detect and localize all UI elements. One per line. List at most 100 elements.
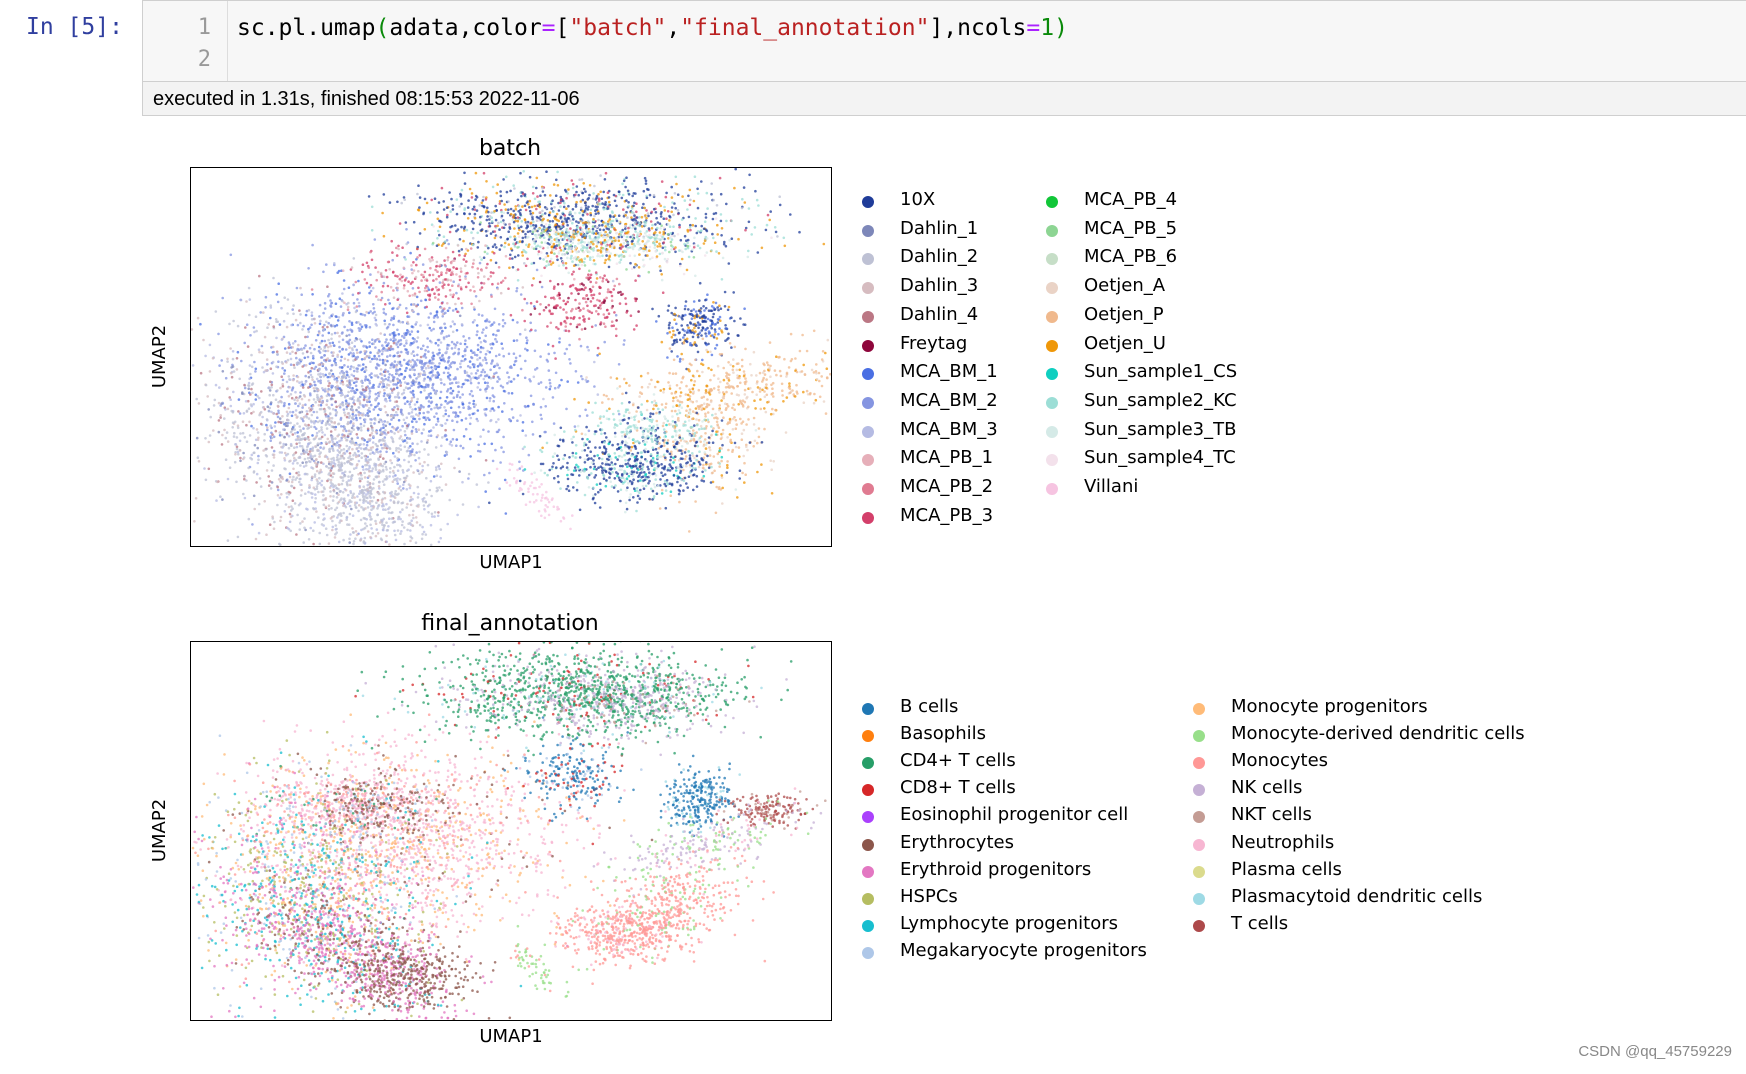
legend-label: MCA_PB_1 (900, 447, 994, 469)
legend-label: Oetjen_A (1084, 275, 1166, 297)
legend-label: Basophils (900, 723, 986, 745)
cell-cluster (715, 790, 827, 830)
legend-label: Villani (1084, 476, 1139, 497)
legend-marker (862, 784, 874, 797)
legend-marker (1193, 892, 1205, 905)
legend-marker (862, 310, 874, 323)
legend-marker (862, 703, 874, 715)
legend-label: Oetjen_P (1084, 303, 1164, 325)
legend-marker (1193, 784, 1205, 797)
cell-cluster (324, 923, 497, 1020)
cell-cluster (659, 754, 741, 838)
legend-label: Dahlin_1 (900, 217, 979, 239)
legend-label: Plasma cells (1231, 858, 1342, 880)
legend-marker (862, 396, 874, 409)
cell-cluster (623, 358, 795, 533)
legend-label: Lymphocyte progenitors (900, 912, 1119, 934)
code-cell-input[interactable]: 1 2 sc.pl.umap(adata,color=["batch","fin… (142, 0, 1746, 82)
legend-marker (862, 368, 874, 381)
legend-label: Eosinophil progenitor cell (900, 804, 1129, 826)
legend-label: Freytag (900, 332, 968, 354)
x-axis-label: UMAP1 (479, 552, 543, 573)
legend-marker (862, 892, 874, 905)
legend-label: MCA_PB_6 (1084, 246, 1178, 268)
legend-label: Dahlin_3 (900, 275, 979, 297)
legend-marker (1193, 865, 1205, 878)
cell-cluster (550, 900, 708, 967)
legend-marker (862, 224, 874, 237)
umap-scatter-final-annotation (191, 642, 827, 1020)
legend-label: Dahlin_2 (900, 246, 979, 268)
legend-label: B cells (900, 696, 959, 717)
legend-label: T cells (1231, 912, 1289, 934)
legend-label: Sun_sample4_TC (1084, 447, 1236, 469)
legend-marker (1046, 396, 1058, 409)
cell-cluster (303, 767, 473, 856)
legend-marker (862, 511, 874, 524)
code-token: [ (555, 15, 570, 41)
line-number: 2 (197, 47, 211, 72)
legend-label: NK cells (1231, 777, 1303, 799)
umap-scatter-batch (191, 168, 831, 546)
code-token: ],ncols (929, 15, 1027, 41)
cell-cluster (503, 716, 643, 846)
execution-info-bar: executed in 1.31s, finished 08:15:53 202… (142, 82, 1746, 116)
legend-marker (1193, 730, 1205, 743)
code-token: ( (375, 15, 390, 41)
umap-plot-final-annotation (190, 641, 832, 1021)
line-number-gutter: 1 2 (143, 1, 228, 81)
code-token: "batch" (569, 15, 667, 41)
legend-label: Sun_sample1_CS (1084, 361, 1238, 383)
legend-marker (862, 730, 874, 743)
legend-marker (1046, 282, 1058, 295)
legend-label: MCA_BM_2 (900, 389, 998, 411)
legend-marker (862, 838, 874, 851)
legend-marker (1046, 196, 1058, 208)
legend-label: Megakaryocyte progenitors (900, 939, 1147, 961)
legend-label: MCA_PB_2 (900, 476, 994, 497)
code-line[interactable]: sc.pl.umap(adata,color=["batch","final_a… (237, 15, 1068, 41)
legend-label: Erythrocytes (900, 831, 1014, 853)
legend-marker (1193, 919, 1205, 932)
legend-marker (862, 339, 874, 352)
cell-cluster (492, 260, 665, 360)
legend-marker (862, 757, 874, 770)
legend-label: Sun_sample2_KC (1084, 389, 1237, 411)
legend-label: MCA_BM_1 (900, 361, 998, 383)
watermark: CSDN @qq_45759229 (1578, 1043, 1732, 1060)
code-token: ) (1054, 15, 1068, 41)
legend-label: NKT cells (1231, 804, 1312, 826)
legend-label: Plasmacytoid dendritic cells (1231, 885, 1483, 907)
legend-marker (862, 865, 874, 878)
legend-marker (1046, 339, 1058, 352)
line-number: 1 (197, 15, 211, 40)
legend-marker (1046, 253, 1058, 266)
plot-title-batch: batch (478, 136, 542, 161)
legend-label: Erythroid progenitors (900, 858, 1092, 880)
umap-plot-batch (190, 167, 832, 547)
legend-label: Dahlin_4 (900, 303, 979, 325)
legend-label: MCA_PB_3 (900, 504, 994, 526)
cell-cluster (592, 787, 823, 897)
legend-marker (862, 196, 874, 208)
legend-label: MCA_PB_4 (1084, 189, 1178, 210)
code-token: = (1026, 15, 1041, 41)
legend-label: Monocytes (1231, 750, 1329, 772)
code-token: = (541, 15, 556, 41)
legend-marker (1046, 368, 1058, 381)
legend-label: HSPCs (900, 885, 958, 907)
cell-cluster (488, 413, 764, 514)
legend-label: 10X (900, 189, 936, 210)
legend-marker (862, 454, 874, 467)
legend-label: Monocyte-derived dendritic cells (1231, 723, 1525, 745)
legend-marker (862, 483, 874, 495)
cell-cluster (310, 244, 576, 316)
legend-label: CD4+ T cells (900, 750, 1016, 772)
legend-marker (1046, 310, 1058, 323)
cell-cluster (548, 830, 775, 985)
legend-marker (1046, 224, 1058, 237)
code-token: , (666, 15, 681, 41)
legend-marker (1193, 757, 1205, 770)
legend-label: Neutrophils (1231, 831, 1335, 853)
legend-marker (1193, 703, 1205, 715)
